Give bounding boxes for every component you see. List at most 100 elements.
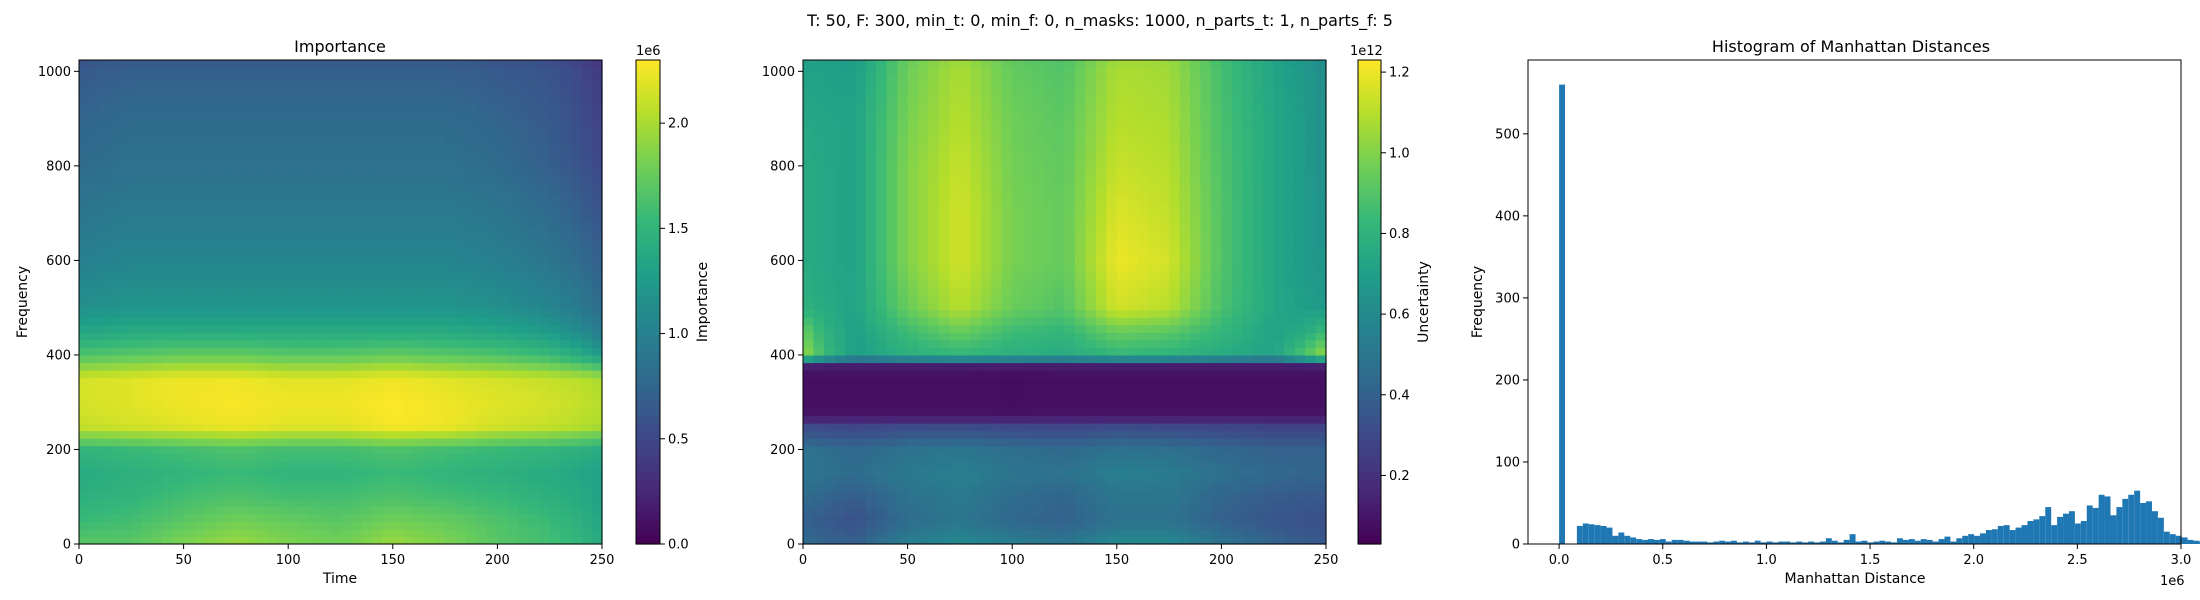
heatmap-cell — [1315, 423, 1327, 432]
heatmap-cell — [1054, 400, 1066, 409]
heatmap-cell — [277, 75, 289, 84]
colorbar-segment — [636, 386, 660, 392]
heatmap-cell — [1252, 302, 1264, 311]
heatmap-cell — [570, 317, 582, 326]
heatmap-cell — [1022, 347, 1034, 356]
heatmap-cell — [455, 453, 467, 462]
heatmap-cell — [246, 271, 258, 280]
heatmap-cell — [79, 309, 91, 318]
heatmap-cell — [844, 309, 856, 318]
heatmap-cell — [392, 218, 404, 227]
heatmap-cell — [1263, 528, 1275, 538]
heatmap-cell — [445, 513, 457, 522]
heatmap-cell — [1148, 400, 1160, 409]
heatmap-cell — [235, 165, 247, 175]
heatmap-cell — [434, 97, 446, 106]
heatmap-cell — [991, 468, 1003, 477]
heatmap-cell — [246, 370, 258, 379]
heatmap-cell — [497, 218, 509, 227]
heatmap-cell — [466, 203, 478, 212]
heatmap-cell — [528, 415, 540, 424]
heatmap-cell — [350, 392, 363, 401]
heatmap-cell — [403, 196, 415, 205]
heatmap-cell — [834, 392, 846, 401]
heatmap-cell — [79, 468, 91, 477]
heatmap-cell — [141, 324, 153, 333]
heatmap-cell — [1169, 370, 1181, 379]
heatmap-cell — [497, 120, 509, 129]
heatmap-cell — [89, 143, 101, 152]
heatmap-cell — [834, 377, 846, 386]
heatmap-cell — [834, 506, 846, 515]
heatmap-cell — [445, 475, 457, 485]
heatmap-cell — [1315, 506, 1327, 515]
heatmap-cell — [1263, 407, 1275, 417]
heatmap-cell — [1064, 332, 1076, 341]
heatmap-cell — [1190, 468, 1202, 477]
heatmap-cell — [340, 521, 352, 530]
heatmap-cell — [581, 241, 593, 250]
heatmap-cell — [949, 483, 961, 492]
heatmap-cell — [486, 392, 498, 401]
heatmap-cell — [560, 407, 572, 417]
heatmap-cell — [361, 483, 373, 492]
heatmap-cell — [1074, 423, 1087, 432]
heatmap-cell — [949, 453, 961, 462]
heatmap-cell — [445, 112, 457, 122]
heatmap-cell — [445, 97, 457, 106]
heatmap-cell — [152, 536, 164, 545]
heatmap-cell — [225, 460, 237, 469]
heatmap-cell — [1284, 302, 1296, 311]
heatmap-cell — [1054, 483, 1066, 492]
heatmap-cell — [466, 249, 478, 258]
heatmap-cell — [1179, 385, 1191, 394]
heatmap-cell — [120, 67, 132, 76]
heatmap-cell — [340, 392, 352, 401]
heatmap-cell — [1095, 309, 1107, 318]
heatmap-cell — [371, 438, 383, 447]
heatmap-cell — [907, 400, 919, 409]
heatmap-cell — [528, 203, 540, 212]
heatmap-cell — [173, 90, 185, 99]
heatmap-cell — [1148, 392, 1160, 401]
heatmap-cell — [350, 521, 363, 530]
heatmap-cell — [959, 302, 971, 311]
heatmap-cell — [803, 317, 815, 326]
heatmap-cell — [549, 385, 561, 394]
heatmap-cell — [445, 233, 457, 243]
heatmap-cell — [361, 105, 373, 114]
heatmap-cell — [214, 249, 227, 258]
heatmap-cell — [1179, 324, 1191, 333]
heatmap-cell — [246, 430, 258, 439]
heatmap-cell — [1033, 324, 1045, 333]
heatmap-cell — [214, 256, 227, 265]
heatmap-cell — [340, 468, 352, 477]
heatmap-cell — [897, 370, 909, 379]
heatmap-cell — [497, 249, 509, 258]
heatmap-cell — [392, 506, 404, 515]
heatmap-cell — [256, 475, 268, 485]
heatmap-cell — [120, 256, 132, 265]
heatmap-cell — [152, 453, 164, 462]
heatmap-cell — [173, 521, 185, 530]
heatmap-cell — [267, 491, 279, 500]
heatmap-cell — [1305, 385, 1317, 394]
heatmap-cell — [581, 75, 593, 84]
heatmap-cell — [371, 415, 383, 424]
heatmap-cell — [560, 468, 572, 477]
heatmap-cell — [803, 475, 815, 485]
heatmap-cell — [361, 528, 373, 538]
heatmap-cell — [466, 347, 478, 356]
heatmap-cell — [235, 294, 247, 303]
heatmap-cell — [886, 370, 898, 379]
heatmap-cell — [350, 339, 363, 348]
heatmap-cell — [528, 354, 540, 364]
heatmap-cell — [183, 211, 195, 220]
heatmap-cell — [173, 279, 185, 288]
heatmap-cell — [340, 218, 352, 227]
heatmap-cell — [1137, 423, 1149, 432]
heatmap-cell — [1158, 521, 1170, 530]
heatmap-cell — [1169, 415, 1181, 424]
heatmap-cell — [1200, 483, 1212, 492]
heatmap-cell — [823, 407, 835, 417]
